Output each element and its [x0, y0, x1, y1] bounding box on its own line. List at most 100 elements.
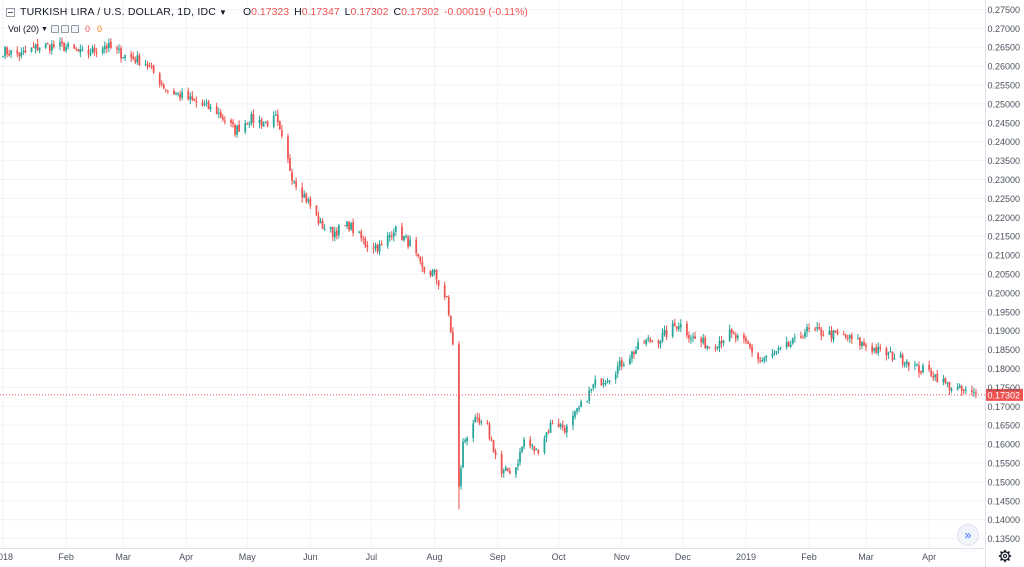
price-tick-label: 0.15500: [987, 458, 1020, 468]
candle-body: [759, 359, 762, 361]
volume-ma-value: 0: [96, 24, 102, 34]
time-tick-label: Jun: [303, 552, 318, 562]
candle-body: [531, 445, 534, 447]
candle-body: [633, 352, 635, 355]
candle-body: [956, 387, 959, 390]
candle-body: [500, 454, 503, 474]
candle-body: [936, 373, 939, 383]
candle-body: [46, 43, 49, 45]
candle-body: [659, 341, 662, 345]
chevron-down-icon[interactable]: ▼: [41, 25, 48, 33]
time-axis[interactable]: 2018 Feb Mar Apr May Jun Jul Aug Sep Oct Nov Dec 201…: [0, 548, 985, 563]
candle-body: [846, 337, 849, 339]
candle-body: [523, 439, 525, 447]
candle-body: [973, 391, 975, 393]
price-tick-label: 0.15000: [987, 477, 1020, 487]
candle-body: [260, 119, 263, 126]
candle-body: [675, 326, 678, 329]
candle-body: [561, 425, 564, 428]
candle-body: [791, 338, 794, 344]
price-axis[interactable]: 0.13500 0.14000 0.14500 0.15000 0.15500 0.160…: [985, 0, 1021, 567]
candle-body: [677, 326, 680, 330]
candle-body: [631, 351, 633, 359]
gear-icon[interactable]: [998, 549, 1012, 563]
price-tick-label: 0.19000: [987, 326, 1020, 336]
candle-body: [533, 446, 536, 452]
candle-body: [722, 340, 725, 343]
candle-body: [602, 383, 605, 385]
candle-body: [616, 366, 619, 374]
candle-body: [376, 244, 379, 252]
candle-body: [649, 339, 652, 342]
candle-body: [806, 326, 808, 332]
candle-body: [289, 158, 291, 172]
candle-body: [661, 333, 664, 342]
candle-body: [352, 222, 354, 233]
price-tick-label: 0.25000: [987, 99, 1020, 109]
candle-body: [777, 348, 780, 351]
candle-body: [891, 351, 894, 360]
settings-icon[interactable]: [60, 25, 69, 33]
candle-body: [274, 114, 277, 116]
collapse-legend-icon[interactable]: [6, 7, 15, 17]
candle-body: [635, 350, 637, 354]
price-tick-label: 0.22000: [987, 213, 1020, 223]
price-tick-label: 0.16500: [987, 421, 1020, 431]
eye-icon[interactable]: [50, 25, 59, 33]
time-tick-label: 2018: [0, 552, 13, 562]
candle-body: [515, 467, 517, 475]
candle-body: [962, 389, 965, 391]
candle-body: [246, 123, 249, 125]
candle-body: [10, 50, 13, 55]
candle-body: [606, 381, 609, 383]
candle-body: [620, 360, 623, 367]
candle-body: [502, 470, 505, 473]
candle-body: [971, 390, 973, 392]
candle-body: [319, 220, 322, 223]
candle-body: [580, 401, 582, 407]
candle-body: [16, 50, 19, 54]
candle-body: [221, 116, 224, 120]
candle-body: [79, 48, 82, 53]
candle-body: [734, 334, 737, 339]
candle-body: [146, 64, 149, 67]
candle-body: [364, 238, 367, 247]
candle-body: [4, 46, 6, 57]
candle-body: [808, 327, 810, 329]
candle-body: [460, 468, 462, 486]
candle-body: [238, 124, 241, 132]
candle-body: [828, 330, 831, 335]
candle-body: [372, 247, 375, 249]
candle-body: [793, 337, 796, 339]
candle-body: [899, 353, 902, 358]
time-tick-label: Sep: [490, 552, 506, 562]
candle-body: [458, 344, 460, 487]
double-chevron-right-icon[interactable]: »: [957, 524, 979, 546]
candle-body: [244, 123, 247, 133]
candle-body: [576, 408, 578, 412]
candle-body: [358, 231, 361, 233]
candle-body: [451, 332, 454, 345]
volume-label[interactable]: Vol (20): [8, 24, 40, 34]
chevron-down-icon[interactable]: ▼: [219, 7, 227, 17]
candle-body: [189, 96, 192, 100]
candle-body: [109, 41, 112, 48]
candle-body: [861, 342, 863, 346]
candle-body: [476, 417, 479, 419]
candle-body: [18, 52, 21, 57]
candle-body: [700, 338, 703, 343]
symbol-title[interactable]: TURKISH LIRA / U.S. DOLLAR, 1D, IDC: [20, 6, 217, 18]
candle-body: [964, 389, 967, 391]
close-icon[interactable]: [70, 25, 79, 33]
candle-body: [250, 114, 253, 124]
candle-body: [105, 45, 108, 49]
candle-body: [629, 358, 631, 364]
candle-body: [832, 330, 835, 340]
candle-body: [903, 363, 906, 366]
price-tick-label: 0.21000: [987, 251, 1020, 261]
candle-body: [24, 50, 27, 53]
candle-body: [203, 104, 206, 106]
candle-body: [392, 232, 395, 237]
price-tick-label: 0.25500: [987, 81, 1020, 91]
